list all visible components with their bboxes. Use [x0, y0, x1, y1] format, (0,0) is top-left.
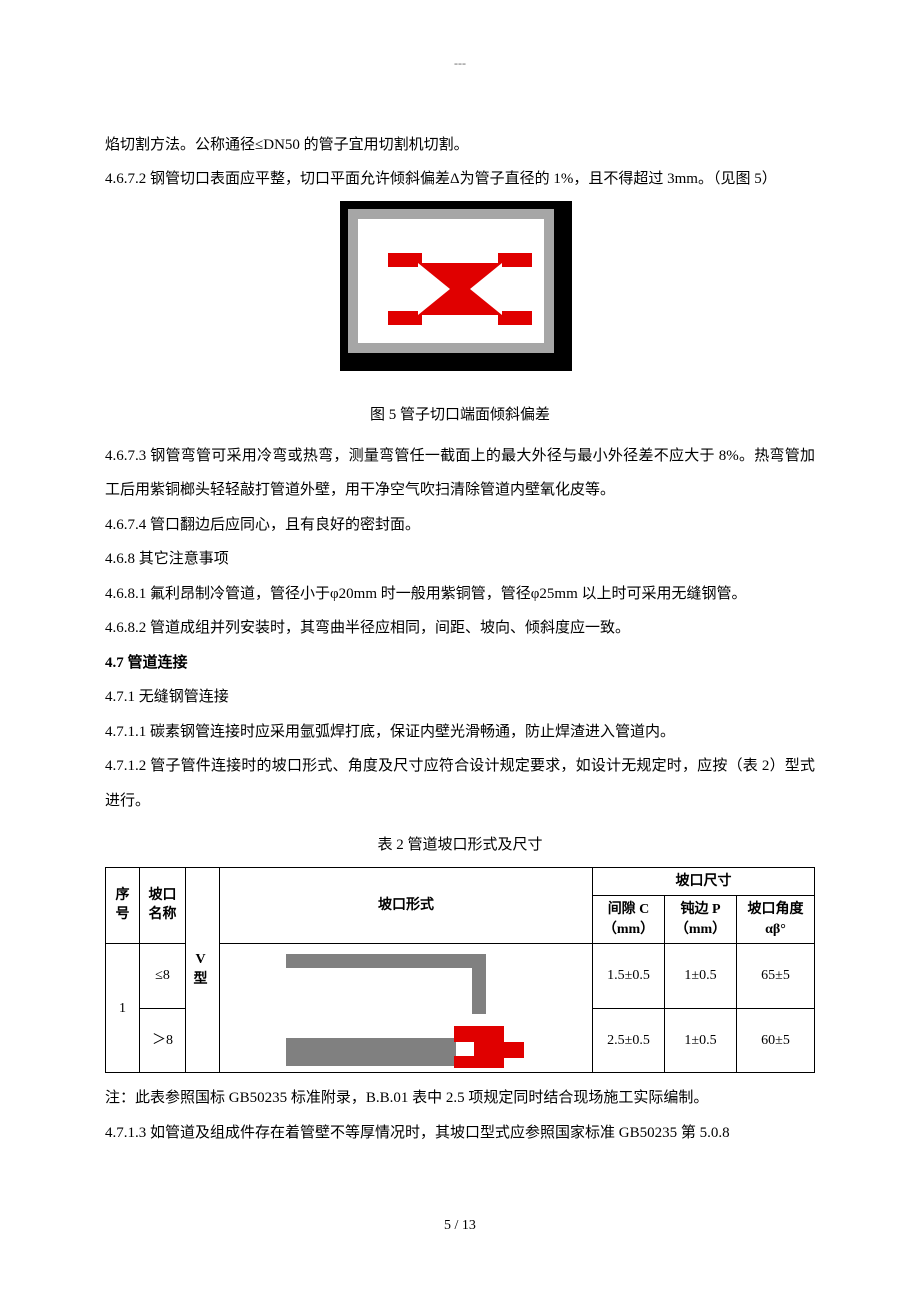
- cell-gapc-1b: 2.5±0.5: [593, 1008, 665, 1073]
- table-header-row-1: 序号 坡口名称 V型 坡口形式 坡口尺寸: [106, 867, 815, 896]
- paragraph-4-6-8-1: 4.6.8.1 氟利昂制冷管道，管径小于φ20mm 时一般用紫铜管，管径φ25m…: [105, 577, 815, 612]
- th-gap-c: 间隙 C （mm）: [593, 896, 665, 944]
- cell-name-1b: ＞8: [140, 1008, 186, 1073]
- groove-diagram-icon: [224, 948, 588, 1068]
- paragraph-4-7-1: 4.7.1 无缝钢管连接: [105, 680, 815, 715]
- figure-5-red-shape: [388, 253, 532, 325]
- figure-5-frame: [105, 201, 815, 393]
- th-blunt-p-l1: 钝边 P: [680, 902, 720, 917]
- th-blunt-p: 钝边 P （mm）: [665, 896, 737, 944]
- page-footer: 5 / 13: [105, 1210, 815, 1242]
- table-2-note: 注：此表参照国标 GB50235 标准附录，B.B.01 表中 2.5 项规定同…: [105, 1081, 815, 1116]
- cell-bluntp-1b: 1±0.5: [665, 1008, 737, 1073]
- th-angle: 坡口角度 αβ°: [737, 896, 815, 944]
- cell-bluntp-1a: 1±0.5: [665, 944, 737, 1009]
- th-name: 坡口名称: [140, 867, 186, 944]
- paragraph-4-7-1-2: 4.7.1.2 管子管件连接时的坡口形式、角度及尺寸应符合设计规定要求，如设计无…: [105, 749, 815, 818]
- table-2-caption: 表 2 管道坡口形式及尺寸: [105, 828, 815, 863]
- cell-name-1a: ≤8: [140, 944, 186, 1009]
- paragraph-4-6-7-4: 4.6.7.4 管口翻边后应同心，且有良好的密封面。: [105, 508, 815, 543]
- paragraph-4-7-1-3: 4.7.1.3 如管道及组成件存在着管壁不等厚情况时，其坡口型式应参照国家标准 …: [105, 1116, 815, 1151]
- cell-angle-1a: 65±5: [737, 944, 815, 1009]
- paragraph-4-6-7-2: 4.6.7.2 钢管切口表面应平整，切口平面允许倾斜偏差Δ为管子直径的 1%，且…: [105, 162, 815, 197]
- th-gap-c-l2: （mm）: [603, 922, 654, 937]
- cell-gapc-1a: 1.5±0.5: [593, 944, 665, 1009]
- th-angle-l2: αβ°: [765, 922, 786, 937]
- cell-angle-1b: 60±5: [737, 1008, 815, 1073]
- paragraph-4-6-8-2: 4.6.8.2 管道成组并列安装时，其弯曲半径应相同，间距、坡向、倾斜度应一致。: [105, 611, 815, 646]
- cell-diagram-1: [220, 944, 593, 1073]
- table-2: 序号 坡口名称 V型 坡口形式 坡口尺寸 间隙 C （mm） 钝边 P （mm）…: [105, 867, 815, 1074]
- figure-5-caption: 图 5 管子切口端面倾斜偏差: [105, 398, 815, 433]
- th-gap-c-l1: 间隙 C: [608, 902, 650, 917]
- header-dashes: ---: [105, 50, 815, 78]
- paragraph-4-6-7-3: 4.6.7.3 钢管弯管可采用冷弯或热弯，测量弯管任一截面上的最大外径与最小外径…: [105, 439, 815, 508]
- th-no: 序号: [106, 867, 140, 944]
- paragraph-4-6-7-1-tail: 焰切割方法。公称通径≤DN50 的管子宜用切割机切割。: [105, 128, 815, 163]
- th-form: 坡口形式: [220, 867, 593, 944]
- paragraph-4-7-1-1: 4.7.1.1 碳素钢管连接时应采用氩弧焊打底，保证内壁光滑畅通，防止焊渣进入管…: [105, 715, 815, 750]
- th-type-blank: V型: [186, 867, 220, 1073]
- paragraph-4-6-8: 4.6.8 其它注意事项: [105, 542, 815, 577]
- cell-no-1: 1: [106, 944, 140, 1073]
- th-angle-l1: 坡口角度: [748, 902, 804, 917]
- th-blunt-p-l2: （mm）: [675, 922, 726, 937]
- heading-4-7: 4.7 管道连接: [105, 646, 815, 681]
- th-dim-group: 坡口尺寸: [593, 867, 815, 896]
